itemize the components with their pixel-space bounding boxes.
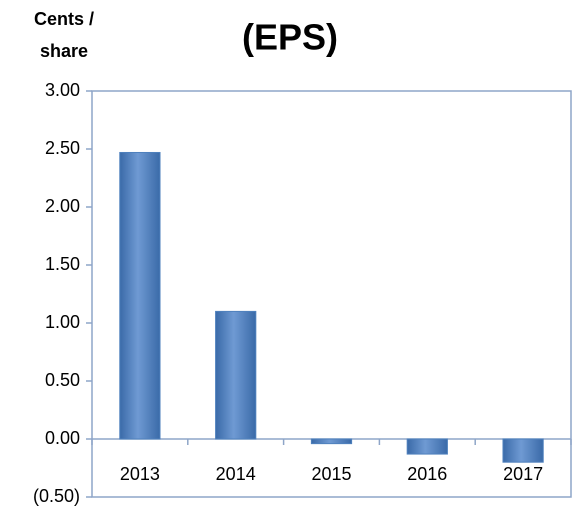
y-axis-label: share	[40, 41, 88, 61]
y-tick-label: 0.50	[45, 370, 80, 390]
chart-title: (EPS)	[242, 17, 338, 58]
bar	[406, 438, 448, 455]
bar	[119, 151, 161, 440]
x-tick-label: 2013	[120, 464, 160, 484]
y-tick-label: 1.00	[45, 312, 80, 332]
x-tick-label: 2014	[216, 464, 256, 484]
bar	[215, 310, 257, 440]
bar	[310, 438, 353, 445]
y-tick-label: 2.50	[45, 138, 80, 158]
x-tick-label: 2016	[407, 464, 447, 484]
y-tick-label: (0.50)	[33, 486, 80, 506]
y-tick-label: 3.00	[45, 80, 80, 100]
bar	[502, 438, 544, 463]
y-tick-label: 0.00	[45, 428, 80, 448]
x-tick-label: 2017	[503, 464, 543, 484]
y-tick-label: 1.50	[45, 254, 80, 274]
plot-frame	[91, 90, 572, 498]
y-axis-label: Cents /	[34, 9, 94, 29]
x-tick-label: 2015	[311, 464, 351, 484]
y-tick-label: 2.00	[45, 196, 80, 216]
